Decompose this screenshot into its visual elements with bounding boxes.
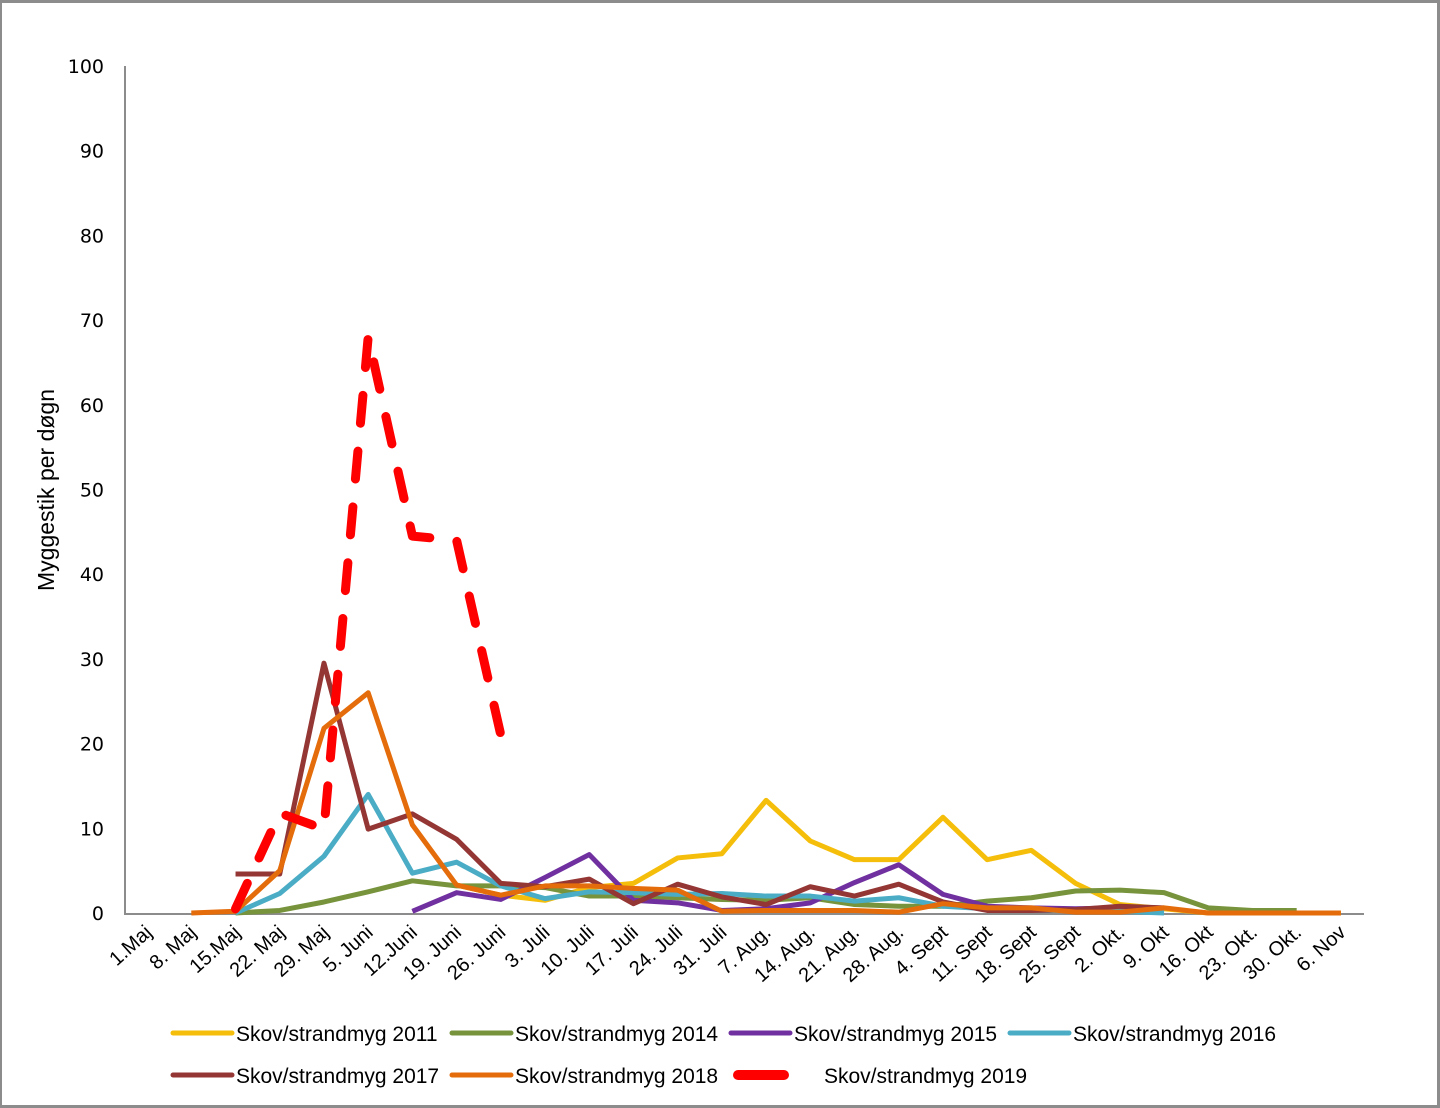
- legend-label: Skov/strandmyg 2014: [515, 1023, 718, 1046]
- legend: Skov/strandmyg 2011 Skov/strandmyg 2014 Sk…: [170, 1023, 1276, 1088]
- legend-item: Skov/strandmyg 2015: [728, 1023, 997, 1046]
- y-tick-label: 80: [80, 225, 104, 247]
- legend-item: Skov/strandmyg 2017: [170, 1065, 439, 1088]
- x-tick-label: 2. Okt.: [1071, 921, 1129, 977]
- y-tick-label: 70: [80, 310, 104, 332]
- y-tick-label: 10: [80, 818, 104, 840]
- y-tick-label: 40: [80, 564, 104, 586]
- legend-label: Skov/strandmyg 2011: [236, 1023, 438, 1046]
- legend-label: Skov/strandmyg 2017: [236, 1065, 439, 1088]
- y-axis-label: Myggestik per døgn: [33, 389, 59, 591]
- y-tick-label: 0: [92, 903, 104, 925]
- x-tick-label: 1.Maj: [105, 921, 156, 970]
- y-tick-label: 20: [80, 734, 104, 756]
- series-2017: [235, 660, 1165, 913]
- series-2018: [191, 690, 1341, 916]
- legend-item: Skov/strandmyg 2019: [733, 1065, 1027, 1088]
- y-tick-label: 30: [80, 649, 104, 671]
- y-axis-ticks: 0 10 20 30 40 50 60 70 80 90 100: [68, 56, 104, 925]
- legend-item: Skov/strandmyg 2014: [449, 1023, 718, 1046]
- series-group: [191, 332, 1341, 916]
- y-tick-label: 90: [80, 141, 104, 163]
- x-tick-label: 6. Nov: [1293, 921, 1351, 976]
- legend-label: Skov/strandmyg 2018: [515, 1065, 718, 1088]
- y-tick-label: 100: [68, 56, 104, 78]
- series-2019: [231, 332, 506, 914]
- series-line: [235, 660, 1165, 913]
- legend-item: Skov/strandmyg 2016: [1007, 1023, 1276, 1046]
- legend-item: Skov/strandmyg 2011: [170, 1023, 438, 1046]
- legend-label: Skov/strandmyg 2016: [1073, 1023, 1276, 1046]
- y-tick-label: 60: [80, 395, 104, 417]
- legend-label: Skov/strandmyg 2019: [824, 1065, 1027, 1088]
- y-tick-label: 50: [80, 480, 104, 502]
- legend-label: Skov/strandmyg 2015: [794, 1023, 997, 1046]
- legend-item: Skov/strandmyg 2018: [449, 1065, 718, 1088]
